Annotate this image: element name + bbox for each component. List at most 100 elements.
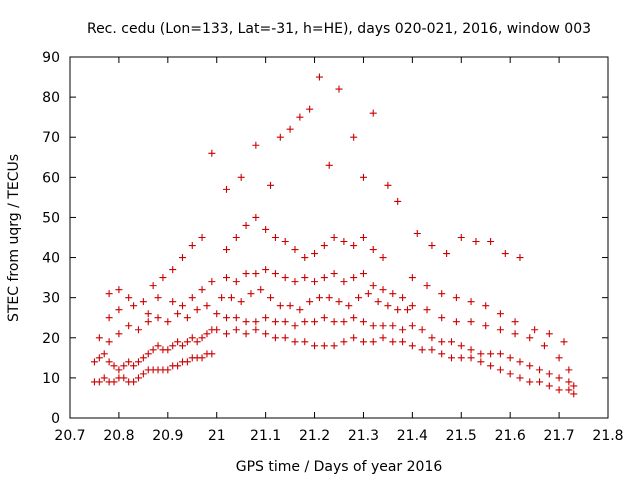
data-point [198, 234, 206, 241]
data-point [169, 266, 177, 274]
data-point [223, 330, 231, 338]
data-point [306, 105, 314, 113]
x-tick-label: 21.5 [446, 428, 477, 444]
data-point [257, 286, 265, 294]
data-point [134, 326, 142, 334]
data-point [428, 346, 436, 354]
data-point [496, 350, 504, 358]
data-point [301, 254, 309, 262]
data-point [154, 314, 162, 322]
data-point [335, 298, 343, 306]
data-point [325, 294, 333, 302]
data-point [276, 133, 284, 141]
data-point [125, 294, 133, 302]
data-point [482, 322, 490, 330]
data-point [159, 274, 167, 282]
data-point [545, 382, 553, 390]
data-point [428, 242, 436, 250]
data-point [325, 161, 333, 169]
data-point [271, 234, 279, 241]
data-point [134, 358, 142, 366]
data-point [350, 133, 358, 141]
data-point [516, 254, 524, 262]
data-point [193, 338, 201, 346]
data-point [350, 314, 358, 322]
data-point [178, 342, 186, 350]
data-point [271, 334, 279, 342]
x-tick-label: 20.7 [54, 428, 85, 444]
data-point [144, 310, 152, 318]
data-point [340, 318, 348, 326]
data-point [467, 298, 475, 306]
data-point [374, 298, 382, 306]
data-point [203, 330, 211, 338]
data-point [340, 338, 348, 346]
data-point [125, 358, 133, 366]
x-tick-label: 21.3 [348, 428, 379, 444]
data-point [496, 366, 504, 374]
data-point [394, 197, 402, 205]
data-point [198, 286, 206, 294]
data-point [472, 238, 480, 246]
data-point [467, 318, 475, 326]
x-tick-label: 20.9 [152, 428, 183, 444]
data-point [408, 342, 416, 350]
data-point [506, 354, 514, 362]
data-point [169, 298, 177, 306]
data-point [271, 270, 279, 278]
data-point [399, 294, 407, 302]
data-point [130, 302, 138, 310]
data-point [125, 322, 133, 330]
data-point [169, 342, 177, 350]
data-point [95, 378, 103, 386]
data-point [139, 298, 147, 306]
data-point [301, 338, 309, 346]
data-point [394, 306, 402, 314]
data-point [487, 238, 495, 246]
data-point [438, 314, 446, 322]
data-point [467, 354, 475, 362]
data-point [281, 318, 289, 326]
x-tick-label: 21.8 [592, 428, 623, 444]
y-axis-label: STEC from uqrg / TECUs [6, 154, 22, 322]
x-tick-label: 21.6 [495, 428, 526, 444]
x-tick-label: 21 [208, 428, 226, 444]
data-point [384, 302, 392, 310]
data-point [389, 338, 397, 346]
data-point [311, 318, 319, 326]
data-point [174, 362, 182, 370]
data-point [408, 274, 416, 282]
data-point [110, 378, 118, 386]
data-point [389, 322, 397, 330]
data-point [487, 362, 495, 370]
data-point [188, 294, 196, 302]
data-point [252, 326, 260, 334]
data-point [536, 378, 544, 386]
data-point [359, 318, 367, 326]
data-point [247, 290, 255, 298]
data-point [130, 378, 138, 386]
data-point [418, 346, 426, 354]
y-tick-label: 70 [42, 130, 60, 146]
data-point [452, 318, 460, 326]
data-point [174, 310, 182, 318]
data-point [286, 302, 294, 310]
data-point [301, 318, 309, 326]
x-tick-label: 21.1 [250, 428, 281, 444]
data-point [335, 85, 343, 93]
data-point [164, 366, 172, 374]
data-point [281, 274, 289, 282]
data-point [120, 374, 128, 382]
data-point [531, 326, 539, 334]
data-point [100, 374, 108, 382]
data-point [115, 330, 123, 338]
data-point [301, 274, 309, 282]
data-point [208, 149, 216, 157]
data-point [262, 225, 270, 233]
data-point [139, 370, 147, 378]
data-point [369, 282, 377, 290]
data-point [315, 73, 323, 81]
data-point [223, 314, 231, 322]
data-point [555, 354, 563, 362]
data-point [320, 242, 328, 250]
